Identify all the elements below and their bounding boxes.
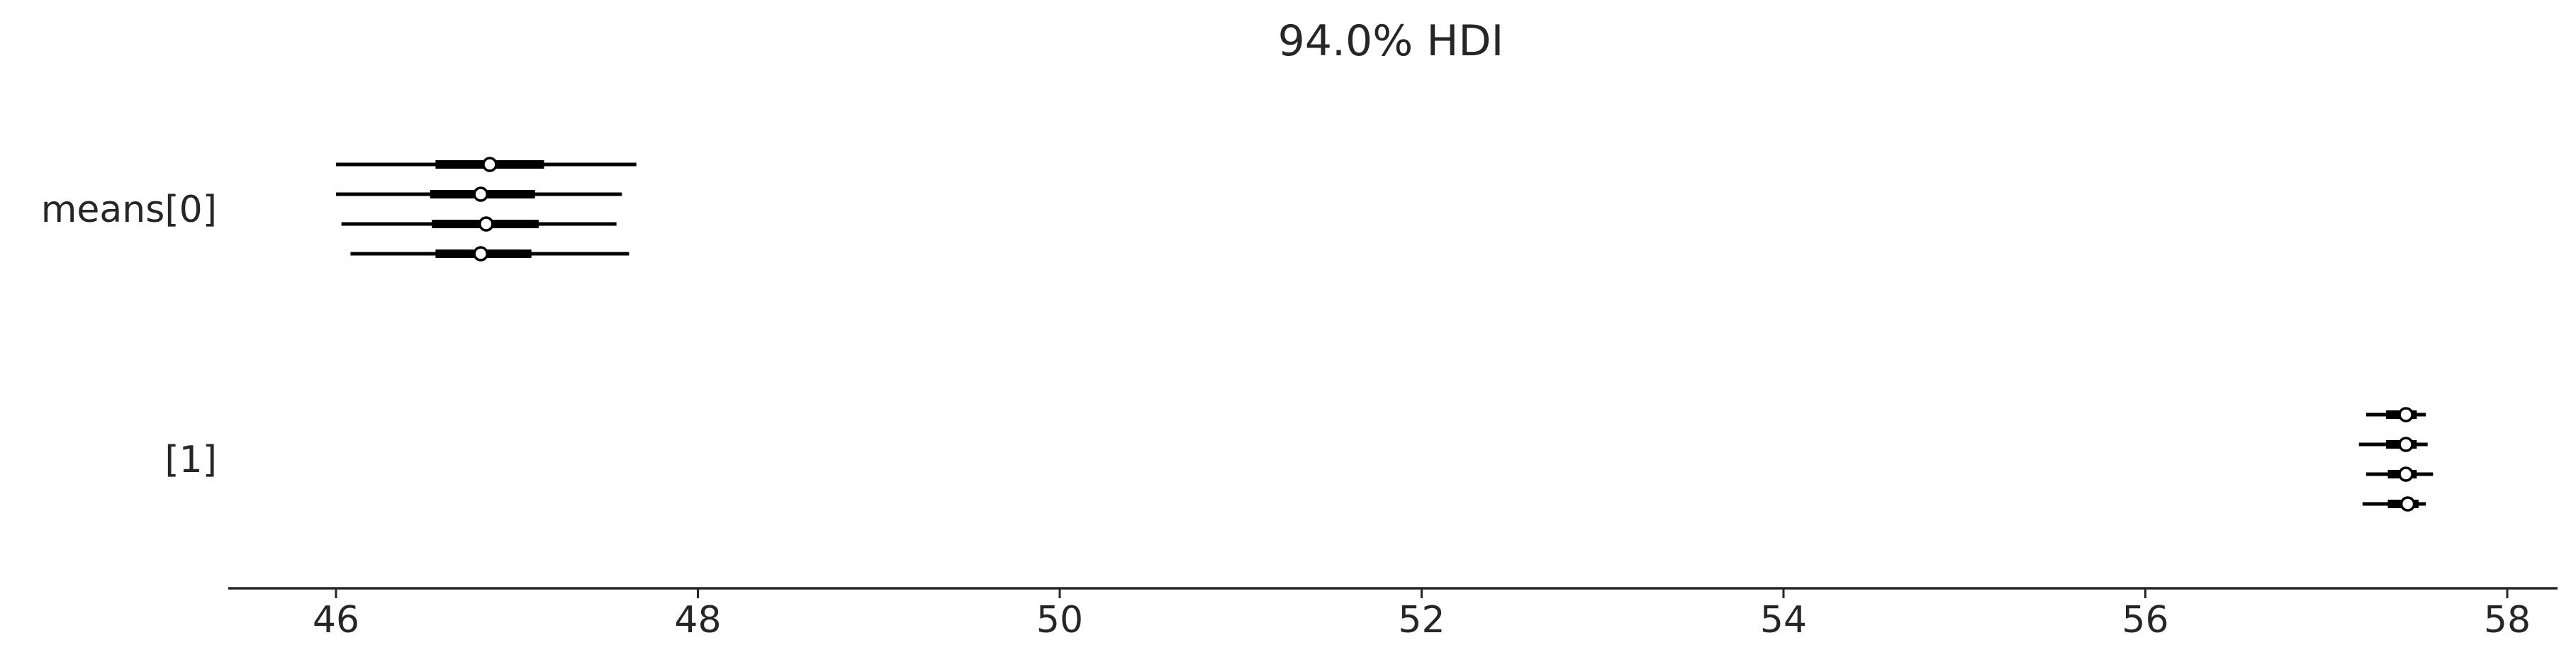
y-label: [1] [164, 439, 217, 481]
median-point [473, 246, 488, 262]
chain-interval [2358, 437, 2428, 452]
median-point [2398, 407, 2414, 422]
x-tick-label: 52 [1398, 599, 1445, 641]
x-tick-label: 56 [2122, 599, 2168, 641]
chain-interval [341, 216, 617, 232]
median-point [482, 157, 498, 172]
chart-title: 94.0% HDI [1278, 16, 1504, 66]
plot-area [336, 157, 2434, 512]
median-point [473, 186, 488, 202]
median-point [2399, 496, 2416, 512]
x-tick-label: 46 [313, 599, 359, 641]
chain-interval [336, 186, 622, 202]
x-tick-label: 50 [1036, 599, 1083, 641]
y-label: means[0] [41, 189, 217, 231]
x-tick-label: 54 [1760, 599, 1807, 641]
median-point [2398, 437, 2414, 452]
chain-interval [350, 246, 629, 262]
x-axis-ticks: 46 48 50 52 54 56 58 [313, 588, 2531, 641]
chain-interval [2362, 496, 2426, 512]
chain-interval [2365, 466, 2434, 482]
x-tick-label: 48 [674, 599, 721, 641]
chain-interval [2365, 407, 2426, 422]
median-point [478, 216, 494, 232]
x-tick-label: 58 [2484, 599, 2531, 641]
y-axis-labels: means[0] [1] [41, 189, 217, 481]
median-point [2398, 466, 2414, 482]
chain-interval [336, 157, 637, 172]
